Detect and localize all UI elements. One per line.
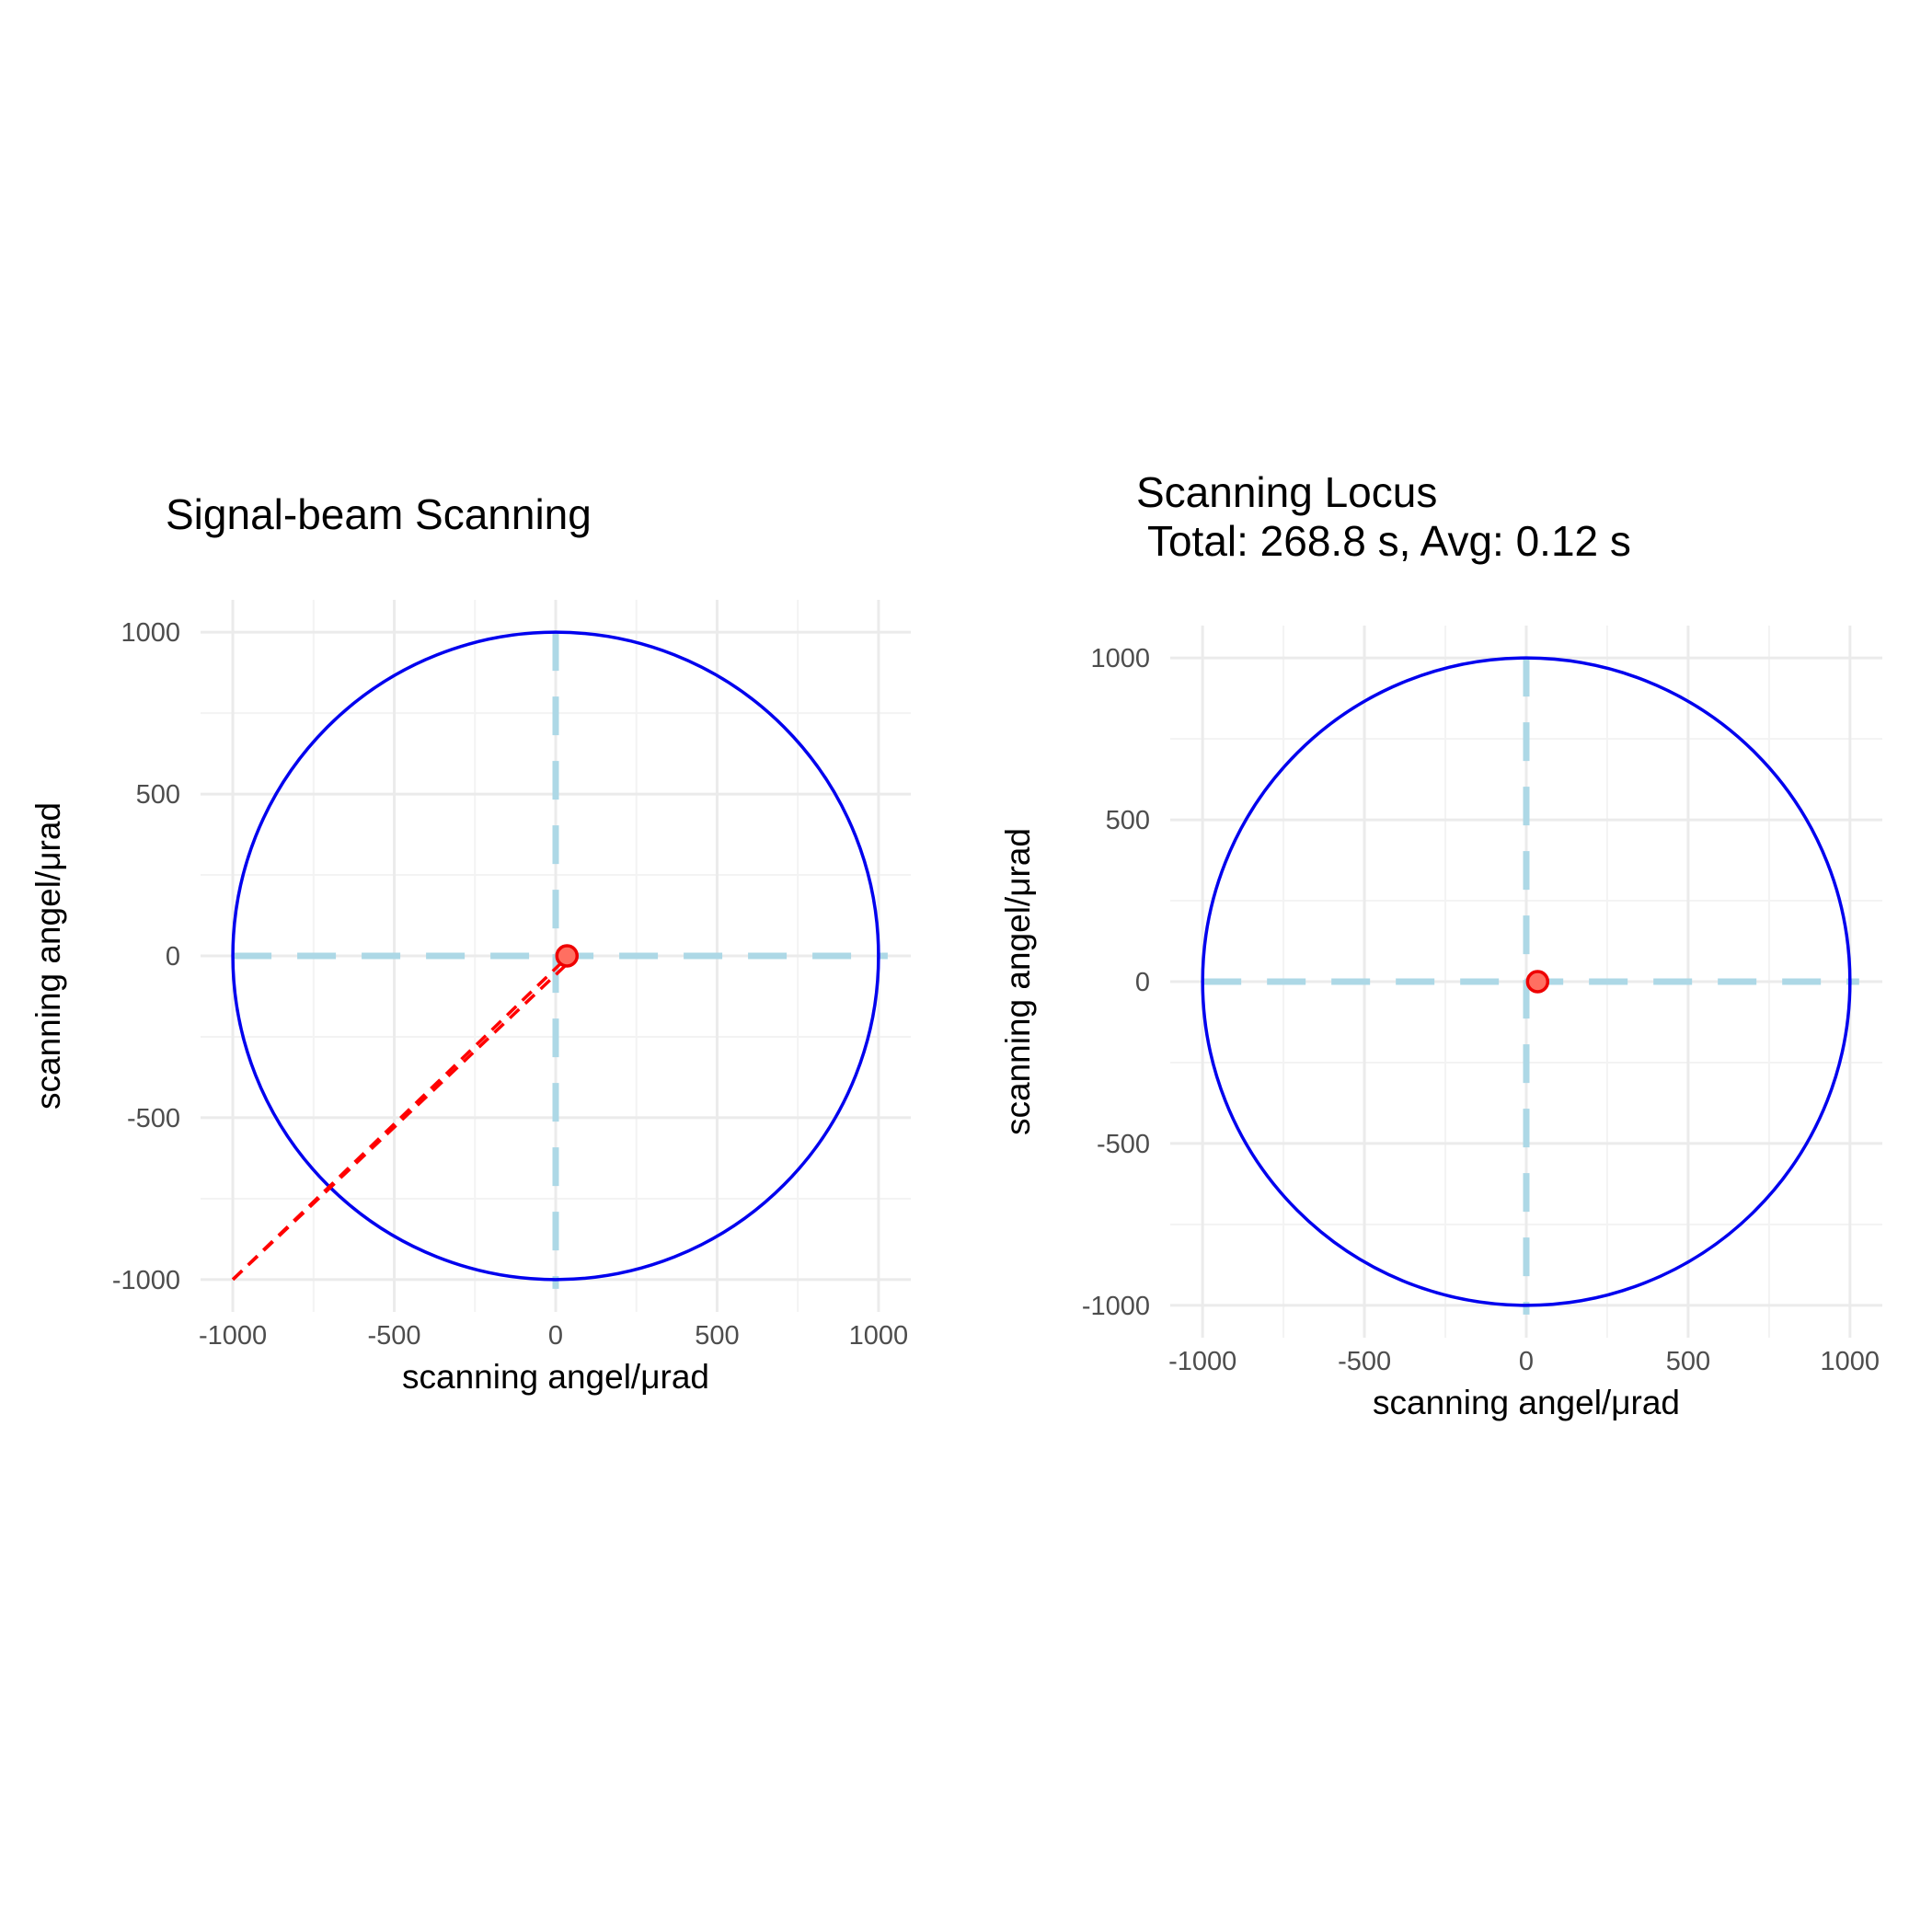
plot-title: Total: 268.8 s, Avg: 0.12 s bbox=[1136, 517, 1631, 565]
x-axis-title: scanning angel/μrad bbox=[402, 1358, 709, 1396]
x-tick-label: -1000 bbox=[199, 1321, 267, 1351]
y-tick-label: -1000 bbox=[1082, 1292, 1150, 1321]
y-axis-title: scanning angel/μrad bbox=[29, 802, 67, 1110]
x-tick-label: 1000 bbox=[1821, 1347, 1880, 1376]
x-tick-label: 1000 bbox=[849, 1321, 909, 1351]
x-tick-label: -500 bbox=[1338, 1347, 1391, 1376]
y-tick-label: 0 bbox=[166, 942, 180, 972]
scan-circle bbox=[231, 630, 880, 1282]
y-axis-title: scanning angel/μrad bbox=[999, 828, 1037, 1135]
x-tick-label: 500 bbox=[695, 1321, 739, 1351]
scan-circle bbox=[1201, 656, 1852, 1307]
y-tick-label: 0 bbox=[1135, 968, 1150, 997]
x-tick-label: 500 bbox=[1666, 1347, 1710, 1376]
panel-signal-beam-scanning: -1000 -500 0 500 1000 -1000 -500 0 500 1000 scanni… bbox=[29, 490, 911, 1396]
panel-scanning-locus: -1000 -500 0 500 1000 -1000 -500 0 500 1000 scanni… bbox=[999, 468, 1882, 1421]
plot-title: Scanning Locus bbox=[1136, 468, 1437, 516]
y-tick-label: -500 bbox=[127, 1104, 180, 1133]
y-tick-label: 1000 bbox=[121, 618, 180, 648]
x-tick-label: -1000 bbox=[1168, 1347, 1236, 1376]
x-axis-title: scanning angel/μrad bbox=[1373, 1384, 1680, 1421]
beam-line bbox=[231, 954, 570, 1282]
y-tick-label: 500 bbox=[136, 780, 180, 810]
beam-point bbox=[555, 944, 580, 968]
beam-line bbox=[231, 964, 567, 1282]
y-tick-label: 1000 bbox=[1090, 644, 1150, 673]
y-tick-label: -1000 bbox=[112, 1266, 180, 1295]
plot-title: Signal-beam Scanning bbox=[166, 490, 592, 538]
x-tick-label: -500 bbox=[368, 1321, 421, 1351]
x-tick-label: 0 bbox=[548, 1321, 563, 1351]
y-tick-label: 500 bbox=[1106, 806, 1150, 835]
beam-point bbox=[1525, 970, 1550, 994]
y-tick-label: -500 bbox=[1097, 1130, 1150, 1159]
x-tick-label: 0 bbox=[1519, 1347, 1534, 1376]
